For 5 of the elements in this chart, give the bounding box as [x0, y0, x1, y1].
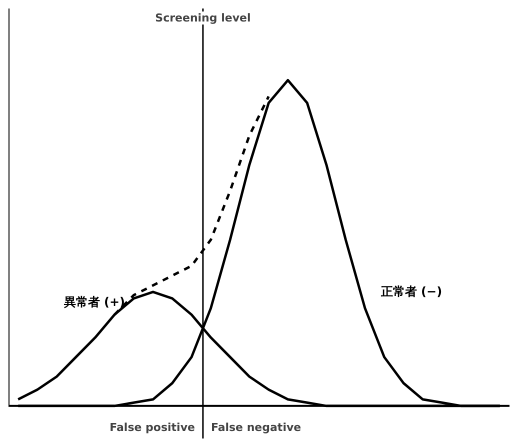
text: False positive: [110, 420, 195, 434]
text: Screening level: [155, 12, 251, 24]
text: False negative: [210, 420, 302, 434]
series-label: 異常者 (+): [62, 295, 126, 310]
series-label: 正常者 (−): [380, 284, 442, 298]
